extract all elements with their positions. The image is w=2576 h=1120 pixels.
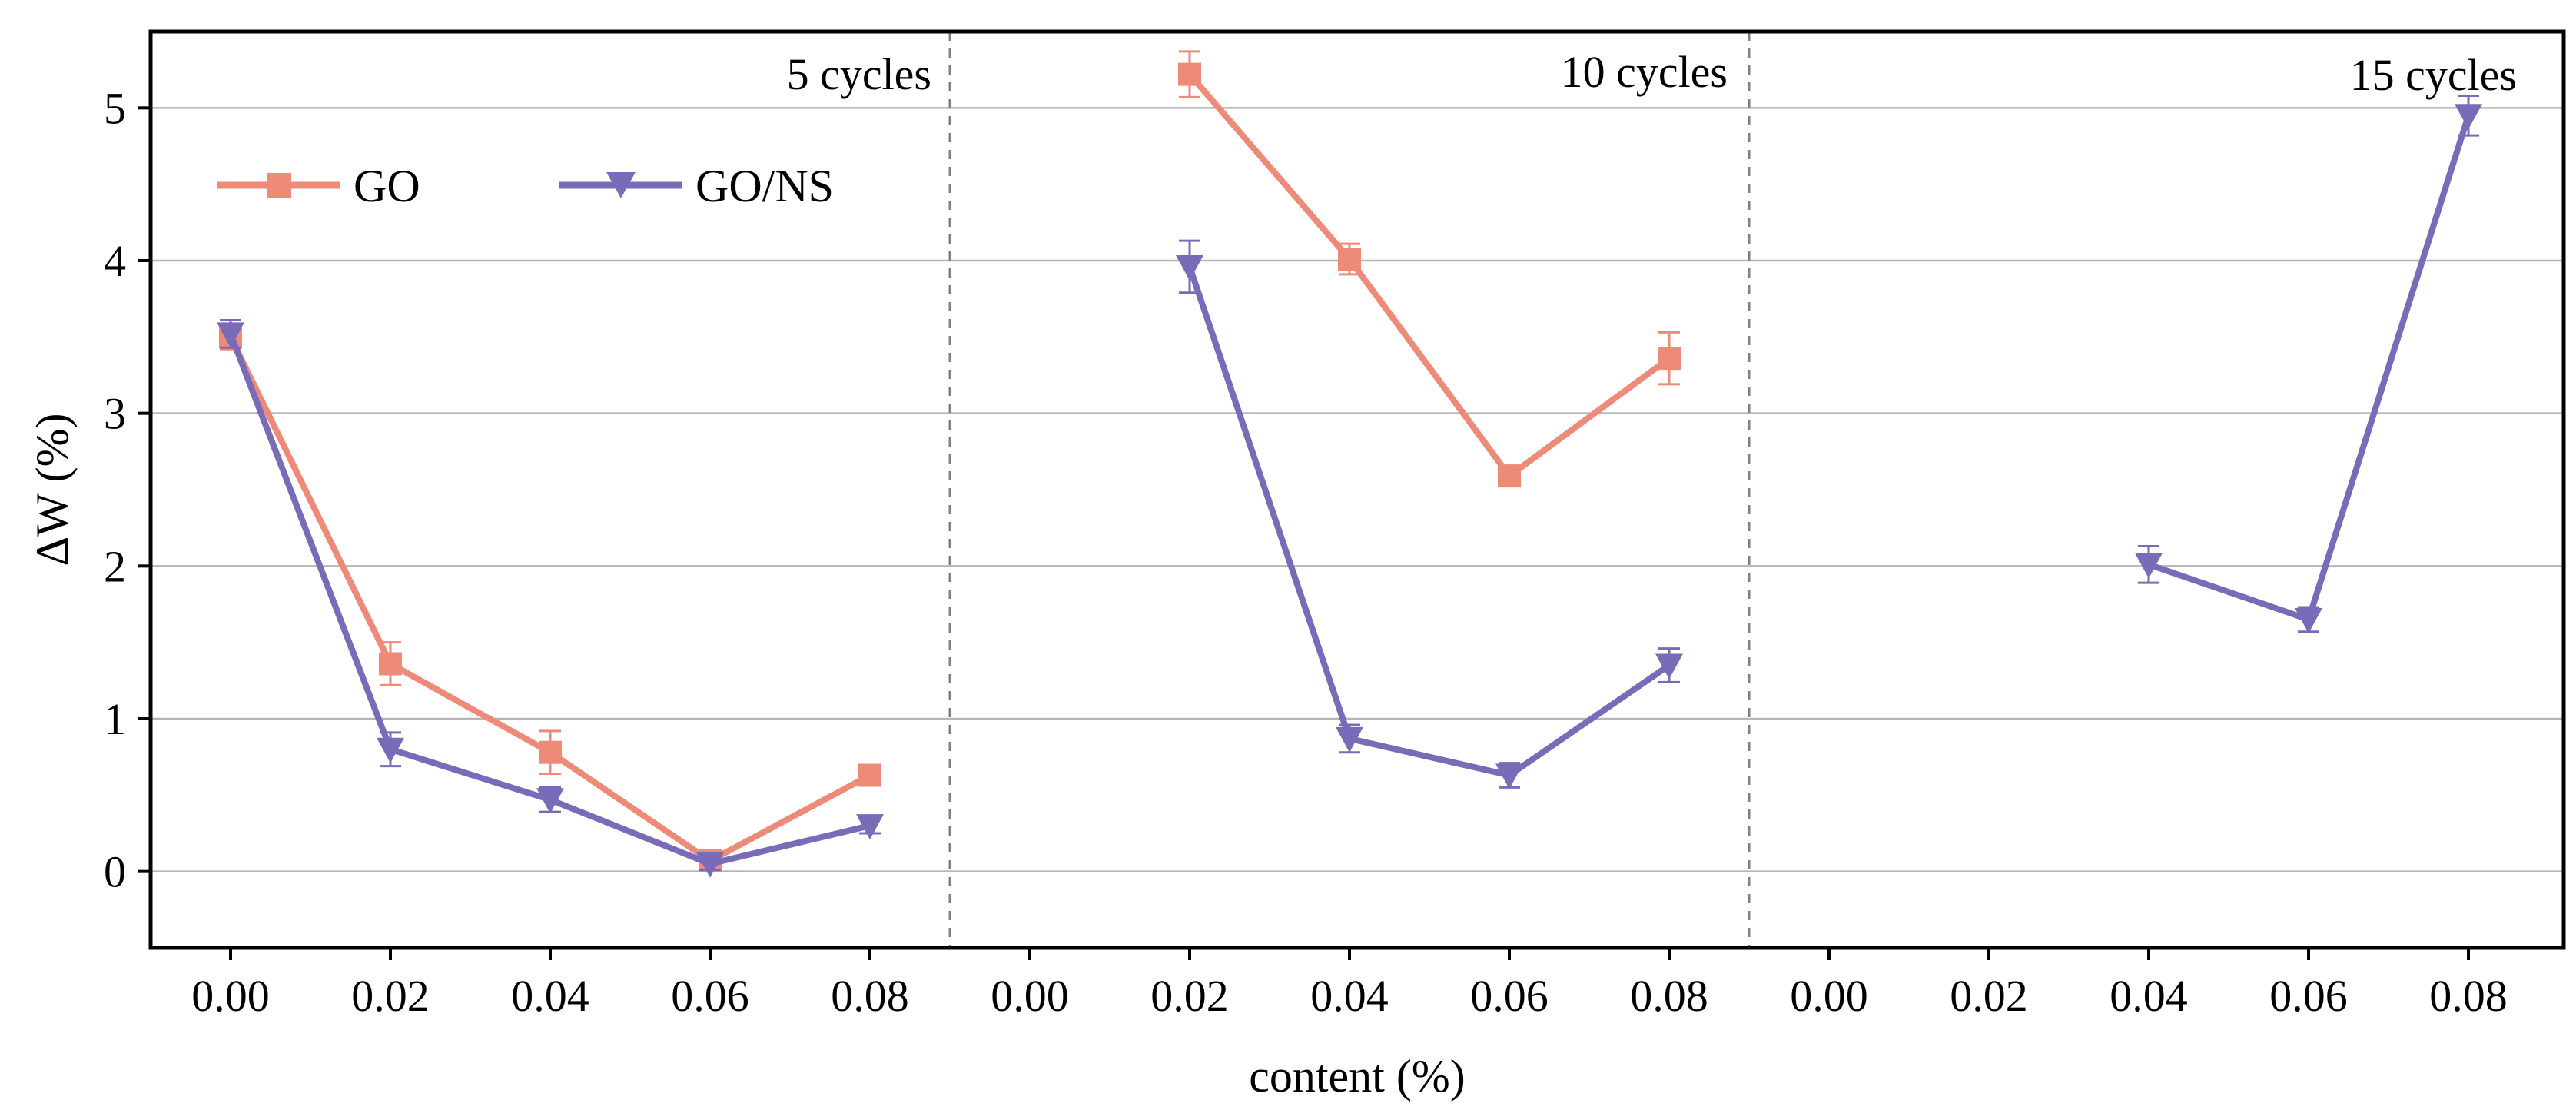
panel-labels: 5 cycles 10 cycles 15 cycles: [787, 47, 2517, 100]
series-layer: [217, 50, 2482, 878]
series-line-go-p1: [1187, 71, 1672, 480]
point-gons-p0-3: [696, 852, 724, 878]
panel-dividers: [948, 32, 1751, 948]
x-tick-label-p1-1: 0.02: [1150, 971, 1229, 1021]
panel-label-1: 10 cycles: [1561, 47, 1728, 97]
panel-label-0: 5 cycles: [787, 49, 931, 99]
point-gons-p0-2: [536, 788, 564, 814]
point-go-p0-1: [379, 652, 402, 676]
point-go-p0-4: [858, 763, 881, 787]
panel-label-2: 15 cycles: [2350, 50, 2517, 100]
x-tick-label-p2-2: 0.04: [2110, 971, 2188, 1021]
point-gons-p1-2: [1495, 763, 1523, 789]
point-go-p0-2: [539, 740, 562, 764]
y-tick-label-4: 4: [104, 236, 126, 286]
y-tick-label-5: 5: [104, 83, 126, 133]
legend-gons-marker: [606, 172, 636, 198]
y-tick-label-2: 2: [104, 541, 126, 591]
y-tick-label-0: 0: [104, 847, 126, 897]
x-tick-label-p0-4: 0.08: [831, 971, 909, 1021]
x-tick-label-p0-1: 0.02: [351, 971, 430, 1021]
legend-go-marker: [267, 173, 291, 198]
x-tick-label-p1-2: 0.04: [1310, 971, 1389, 1021]
point-gons-p2-0: [2135, 553, 2163, 579]
x-tick-label-p0-0: 0.00: [191, 971, 270, 1021]
point-gons-p0-4: [856, 814, 884, 840]
point-gons-p1-0: [1176, 254, 1203, 281]
point-gons-p0-1: [377, 737, 404, 763]
x-tick-label-p2-0: 0.00: [1790, 971, 1868, 1021]
y-axis-title: ΔW (%): [27, 413, 78, 566]
axis-ticks: [138, 106, 2470, 960]
tick-labels: 0 1 2 3 4 5 0.00 0.02 0.04 0.06 0.08 0.00 0.02 0.04 0.…: [104, 83, 2508, 1021]
series-line-gons-p1: [1187, 263, 1672, 779]
x-tick-label-p0-3: 0.06: [671, 971, 749, 1021]
point-go-p1-2: [1498, 464, 1521, 488]
x-tick-label-p1-4: 0.08: [1630, 971, 1708, 1021]
legend-label-go: GO: [354, 161, 420, 211]
x-tick-label-p2-4: 0.08: [2429, 971, 2508, 1021]
x-tick-label-p1-3: 0.06: [1470, 971, 1549, 1021]
plot-frame: [148, 29, 2566, 950]
x-tick-label-p1-0: 0.00: [991, 971, 1069, 1021]
x-tick-label-p0-2: 0.04: [511, 971, 589, 1021]
gridlines: [151, 107, 2564, 872]
point-gons-p0-0: [217, 322, 244, 348]
legend: GO GO/NS: [217, 161, 834, 211]
point-gons-p2-2: [2455, 104, 2482, 130]
x-tick-label-p2-1: 0.02: [1950, 971, 2028, 1021]
x-axis-title: content (%): [1249, 1051, 1466, 1102]
legend-item-gons: GO/NS: [559, 161, 834, 211]
point-go-p1-0: [1178, 62, 1201, 86]
y-tick-label-3: 3: [104, 389, 126, 439]
legend-label-gons: GO/NS: [695, 161, 834, 211]
x-tick-label-p2-3: 0.06: [2269, 971, 2348, 1021]
point-gons-p2-1: [2295, 607, 2322, 633]
point-go-p1-3: [1658, 347, 1681, 371]
point-gons-p1-3: [1655, 653, 1683, 680]
y-tick-label-1: 1: [104, 694, 126, 744]
point-go-p1-1: [1338, 248, 1361, 271]
point-gons-p1-1: [1336, 726, 1363, 753]
legend-item-go: GO: [217, 161, 420, 211]
